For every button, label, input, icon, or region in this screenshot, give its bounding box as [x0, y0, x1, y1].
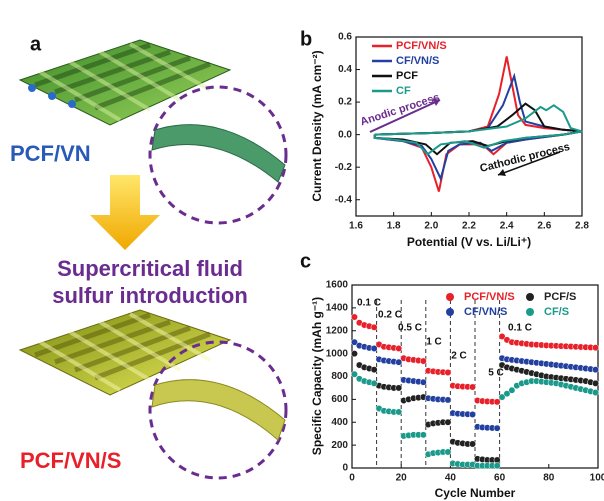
annotation: 1 C	[426, 337, 442, 348]
data-point	[371, 366, 377, 372]
data-point	[420, 432, 426, 438]
data-point	[371, 324, 377, 330]
y-tick-label: 1400	[326, 303, 349, 314]
x-axis-label: Cycle Number	[435, 486, 516, 500]
data-point	[445, 397, 451, 403]
y-tick-label: 0	[342, 463, 348, 474]
data-point	[592, 344, 598, 350]
x-tick-label: 2.0	[424, 221, 438, 232]
y-tick-label: 400	[331, 417, 348, 428]
data-point	[420, 379, 426, 385]
legend-label: PCF/S	[544, 291, 576, 303]
data-point	[445, 419, 451, 425]
legend-swatch	[526, 293, 534, 301]
y-tick-label: 0.0	[338, 129, 352, 140]
x-axis-label: Potential (V vs. Li/Li⁺)	[407, 235, 531, 249]
data-point	[494, 425, 500, 431]
material-label: PCF/VN	[10, 141, 91, 166]
x-tick-label: 2.8	[575, 221, 589, 232]
y-tick-label: 800	[331, 371, 348, 382]
panel-label: c	[300, 250, 311, 272]
data-point	[445, 449, 451, 455]
x-tick-label: 2.6	[537, 221, 551, 232]
data-point	[494, 457, 500, 463]
data-point	[469, 411, 475, 417]
fabric-top	[20, 40, 230, 125]
y-tick-label: 0.2	[338, 97, 352, 108]
y-tick-label: 1000	[326, 348, 349, 359]
data-point	[371, 345, 377, 351]
data-point	[469, 441, 475, 447]
x-tick-label: 2.4	[500, 221, 514, 232]
y-tick-label: 200	[331, 440, 348, 451]
data-point	[509, 387, 515, 393]
annotation: 0.1 C	[357, 298, 381, 309]
y-tick-label: 1600	[326, 280, 349, 291]
y-axis-label: Specific Capacity (mAh g⁻¹)	[310, 297, 324, 455]
data-point	[351, 314, 357, 320]
panel-label: b	[300, 28, 312, 50]
x-tick-label: 80	[543, 473, 555, 484]
data-point	[396, 409, 402, 415]
x-tick-label: 1.8	[387, 221, 401, 232]
x-tick-label: 40	[445, 473, 457, 484]
data-point	[396, 359, 402, 365]
data-point	[494, 463, 500, 469]
figure: a PCF/VN Supercritical fluid sulfur intr…	[0, 0, 604, 501]
data-point	[469, 384, 475, 390]
legend-label: CF	[396, 85, 411, 97]
x-tick-label: 1.6	[349, 221, 363, 232]
annotation: 5 C	[488, 368, 504, 379]
legend-swatch	[446, 308, 454, 316]
legend-label: CF/VN/S	[396, 55, 439, 67]
data-point	[396, 385, 402, 391]
y-tick-label: 600	[331, 394, 348, 405]
legend-label: PCF	[396, 70, 418, 82]
annotation: 0.1 C	[508, 323, 532, 334]
data-point	[371, 380, 377, 386]
annotation: Anodic process	[359, 91, 441, 128]
data-point	[592, 389, 598, 395]
process-label: sulfur introduction	[52, 283, 248, 308]
x-tick-label: 60	[494, 473, 506, 484]
data-point	[445, 369, 451, 375]
process-label: Supercritical fluid	[57, 256, 243, 281]
legend-swatch	[526, 308, 534, 316]
y-tick-label: -0.4	[335, 194, 353, 205]
y-tick-label: 1200	[326, 325, 349, 336]
arrow	[90, 175, 160, 250]
y-tick-label: 0.6	[338, 32, 352, 43]
y-tick-label: 0.4	[338, 64, 352, 75]
legend-label: CF/VN/S	[464, 306, 507, 318]
legend-label: CF/S	[544, 306, 569, 318]
data-point	[494, 399, 500, 405]
data-point	[351, 371, 357, 377]
fiber-zoom	[152, 125, 285, 182]
material-label: PCF/VN/S	[20, 448, 121, 473]
x-tick-label: 0	[349, 473, 355, 484]
data-point	[420, 358, 426, 364]
panel-label: a	[30, 33, 42, 55]
annotation: 0.2 C	[378, 310, 402, 321]
legend-label: PCF/VN/S	[464, 291, 515, 303]
data-point	[351, 350, 357, 356]
x-tick-label: 100	[590, 473, 604, 484]
x-tick-label: 20	[396, 473, 408, 484]
data-point	[396, 345, 402, 351]
legend-swatch	[446, 293, 454, 301]
data-point	[592, 366, 598, 372]
annotation: Cathodic process	[479, 141, 571, 175]
y-tick-label: -0.2	[335, 162, 353, 173]
x-tick-label: 2.2	[462, 221, 476, 232]
legend-label: PCF/VN/S	[396, 40, 447, 52]
annotation: 2 C	[451, 351, 467, 362]
fiber-zoom	[152, 380, 285, 440]
data-point	[592, 380, 598, 386]
y-axis-label: Current Density (mA cm⁻²)	[310, 50, 324, 201]
